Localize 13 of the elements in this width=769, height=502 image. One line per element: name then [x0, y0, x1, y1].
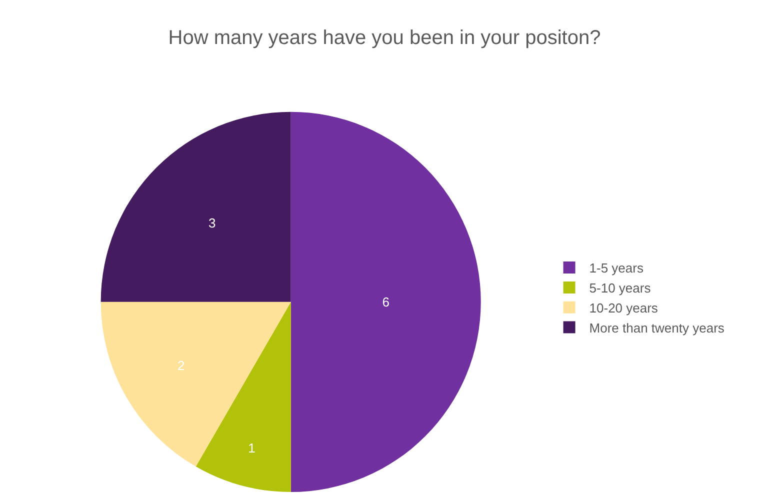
legend-label: 5-10 years — [589, 280, 652, 296]
data-label: 2 — [178, 358, 185, 373]
legend-label: 1-5 years — [589, 260, 644, 276]
pie-slice — [100, 112, 291, 302]
pie-slice — [100, 302, 291, 467]
data-label: 3 — [208, 216, 216, 231]
chart-title: How many years have you been in your positon? — [168, 27, 601, 50]
pie-slice — [290, 112, 481, 492]
data-label: 6 — [382, 294, 390, 310]
legend-label: 10-20 years — [589, 300, 658, 316]
pie-slice — [196, 302, 291, 492]
legend-label: More than twenty years — [589, 320, 725, 336]
data-label: 1 — [248, 440, 256, 456]
